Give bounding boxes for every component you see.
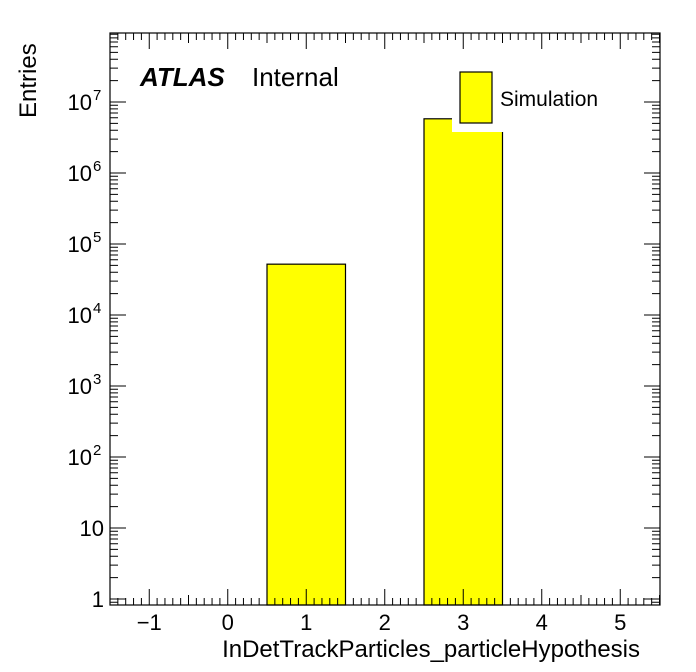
y-tick-label: 10 xyxy=(68,374,92,399)
x-tick-labels: −1 0 1 2 3 4 5 xyxy=(137,610,627,635)
y-tick-exponent: 4 xyxy=(93,300,101,317)
atlas-status-label: Internal xyxy=(252,62,339,92)
plot-frame xyxy=(109,32,661,606)
y-tick-label: 10 xyxy=(68,90,92,115)
histogram-bar xyxy=(266,263,347,606)
x-tick-label: 5 xyxy=(614,610,626,635)
histogram-bar xyxy=(423,118,504,606)
y-tick-exponent: 7 xyxy=(93,87,101,104)
x-tick-label: 1 xyxy=(300,610,312,635)
x-axis-title: InDetTrackParticles_particleHypothesis xyxy=(222,636,640,663)
y-tick-label: 10 xyxy=(68,445,92,470)
y-tick-label: 1 xyxy=(92,587,104,612)
bars-layer xyxy=(266,118,504,606)
y-tick-exponent: 6 xyxy=(93,158,101,175)
y-tick-exponent: 2 xyxy=(93,442,101,459)
x-tick-label: 3 xyxy=(457,610,469,635)
y-tick-label: 10 xyxy=(68,232,92,257)
x-tick-label: 4 xyxy=(536,610,548,635)
ticks-layer xyxy=(109,33,660,605)
y-tick-label: 10 xyxy=(68,161,92,186)
atlas-label: ATLAS xyxy=(139,62,225,92)
x-tick-label: 2 xyxy=(379,610,391,635)
y-tick-exponent: 3 xyxy=(93,371,101,388)
legend-label: Simulation xyxy=(500,88,598,111)
x-tick-label: 0 xyxy=(222,610,234,635)
y-tick-exponent: 5 xyxy=(93,229,101,246)
legend: Simulation xyxy=(452,70,598,132)
y-axis-title: Entries xyxy=(15,43,42,118)
y-tick-label: 10 xyxy=(80,516,104,541)
x-tick-label: −1 xyxy=(137,610,162,635)
legend-swatch xyxy=(459,71,493,124)
y-tick-label: 10 xyxy=(68,303,92,328)
